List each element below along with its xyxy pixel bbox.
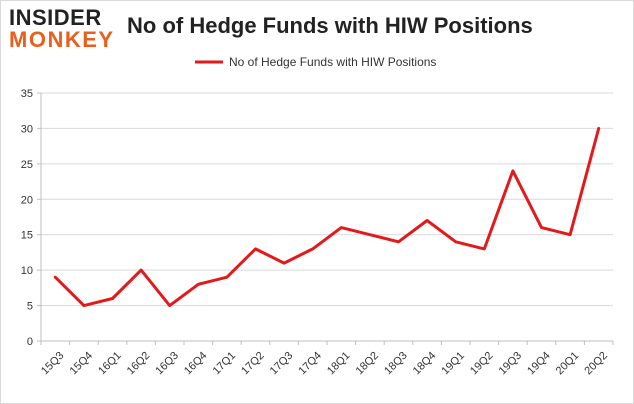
x-tick-label: 17Q1 — [211, 350, 239, 378]
series-line — [53, 126, 601, 308]
x-tick-label: 18Q2 — [354, 350, 382, 378]
legend: No of Hedge Funds with HIW Positions — [195, 55, 436, 69]
y-tick-label: 20 — [21, 194, 33, 206]
x-tick-label: 16Q1 — [96, 350, 124, 378]
x-tick-label: 19Q3 — [497, 350, 525, 378]
logo-text-bottom: MONKEY — [9, 27, 115, 52]
x-tick-label: 18Q3 — [382, 350, 410, 378]
series-lines — [53, 126, 601, 308]
x-tick-label: 16Q3 — [153, 350, 181, 378]
x-tick-label: 20Q2 — [582, 350, 610, 378]
y-tick-label: 35 — [21, 88, 33, 100]
y-axis-ticks: 0 5 10 15 20 25 30 35 — [21, 88, 41, 348]
x-tick-label: 19Q4 — [525, 350, 553, 378]
y-tick-label: 10 — [21, 265, 33, 277]
x-tick-label: 15Q3 — [39, 350, 67, 378]
x-tick-label: 17Q2 — [239, 350, 267, 378]
grid-lines — [41, 92, 613, 307]
x-tick-label: 17Q3 — [268, 350, 296, 378]
y-tick-label: 5 — [27, 301, 33, 313]
y-tick-label: 25 — [21, 159, 33, 171]
insider-monkey-logo: INSIDER MONKEY — [9, 7, 119, 53]
x-tick-label: 17Q4 — [296, 350, 324, 378]
legend-label: No of Hedge Funds with HIW Positions — [229, 55, 436, 69]
x-tick-label: 16Q2 — [125, 350, 153, 378]
x-tick-label: 16Q4 — [182, 350, 210, 378]
y-tick-label: 0 — [27, 336, 33, 348]
x-tick-label: 18Q4 — [411, 350, 439, 378]
x-tick-label: 19Q1 — [439, 350, 467, 378]
logo-text-top: INSIDER — [9, 5, 102, 30]
y-tick-label: 30 — [21, 123, 33, 135]
x-tick-label: 20Q1 — [554, 350, 582, 378]
chart-title: No of Hedge Funds with HIW Positions — [127, 13, 533, 38]
x-tick-label: 19Q2 — [468, 350, 496, 378]
x-axis-ticks: 15Q3 15Q4 16Q1 16Q2 16Q3 16Q4 17Q1 17Q2 17Q3 17Q4… — [39, 341, 614, 378]
y-tick-label: 15 — [21, 230, 33, 242]
x-tick-label: 18Q1 — [325, 350, 353, 378]
x-tick-label: 15Q4 — [68, 350, 96, 378]
